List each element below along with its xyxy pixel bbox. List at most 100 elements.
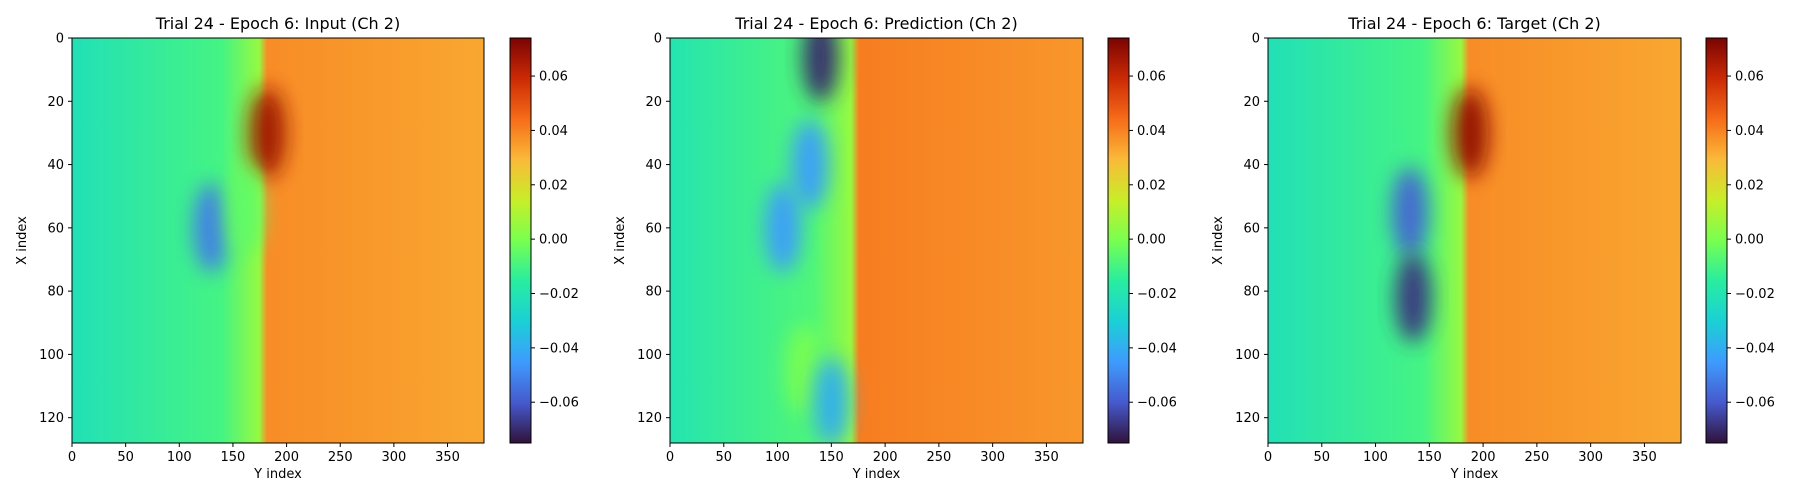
heatmap-feature-2 (249, 87, 286, 178)
colorbar-tick-label: −0.02 (539, 287, 579, 302)
x-tick-label: 250 (926, 450, 951, 465)
heatmap-feature-1 (193, 182, 230, 273)
y-axis-label: X index (15, 216, 30, 265)
y-tick-label: 100 (637, 348, 662, 363)
colorbar-tick-label: −0.06 (1735, 396, 1775, 411)
x-axis-label: Y index (852, 467, 901, 482)
heatmap-feature-4 (786, 325, 823, 416)
y-tick-label: 0 (1252, 32, 1260, 47)
x-tick-label: 200 (1471, 450, 1496, 465)
heatmap-feature-1 (1391, 167, 1428, 258)
y-tick-label: 120 (637, 411, 662, 426)
heatmap-feature-5 (813, 356, 850, 443)
heatmap-1 (72, 38, 484, 443)
heatmap-feature-1 (802, 38, 839, 102)
x-tick-label: 100 (765, 450, 790, 465)
colorbar-tick-label: −0.02 (1137, 287, 1177, 302)
y-tick-label: 60 (1243, 221, 1260, 236)
y-tick-label: 120 (1235, 411, 1260, 426)
colorbar-tick-label: 0.04 (539, 124, 568, 139)
x-tick-label: 250 (328, 450, 353, 465)
colorbar-tick-label: 0.02 (1735, 178, 1764, 193)
colorbar-tick-label: 0.06 (539, 70, 568, 85)
colorbar-tick-label: 0.00 (1735, 233, 1764, 248)
y-tick-label: 100 (1235, 348, 1260, 363)
x-tick-label: 100 (1363, 450, 1388, 465)
y-tick-label: 60 (645, 221, 662, 236)
y-axis-label: X index (613, 216, 628, 265)
y-tick-label: 40 (1243, 158, 1260, 173)
axes-frame (669, 37, 1084, 444)
x-tick-label: 300 (980, 450, 1005, 465)
y-tick-label: 40 (47, 158, 64, 173)
colorbar-tick-label: 0.00 (539, 233, 568, 248)
y-tick-label: 80 (645, 285, 662, 300)
y-tick-label: 20 (47, 95, 64, 110)
x-tick-label: 300 (1578, 450, 1603, 465)
y-tick-label: 40 (645, 158, 662, 173)
x-tick-label: 150 (221, 450, 246, 465)
x-tick-label: 150 (1417, 450, 1442, 465)
y-tick-label: 0 (56, 32, 64, 47)
heatmap-field (670, 38, 1083, 443)
colorbar-tick-label: −0.04 (1735, 341, 1775, 356)
x-tick-label: 0 (666, 450, 674, 465)
colorbar-tick-label: −0.02 (1735, 287, 1775, 302)
colorbar (1705, 37, 1728, 444)
x-tick-label: 0 (1264, 450, 1272, 465)
axes-frame (1267, 37, 1682, 444)
colorbar-tick-label: 0.06 (1735, 70, 1764, 85)
heatmap-feature-3 (225, 167, 262, 258)
x-axis-label: Y index (1450, 467, 1499, 482)
y-tick-label: 80 (1243, 285, 1260, 300)
x-tick-label: 50 (117, 450, 134, 465)
chart-title: Trial 24 - Epoch 6: Target (Ch 2) (1347, 14, 1600, 33)
x-axis-label: Y index (253, 467, 302, 482)
x-tick-label: 200 (274, 450, 299, 465)
colorbar-tick-label: 0.00 (1137, 233, 1166, 248)
colorbar (509, 37, 532, 444)
colorbar-tick-label: −0.06 (1137, 396, 1177, 411)
colorbar-tick-label: 0.02 (1137, 178, 1166, 193)
x-tick-label: 350 (1034, 450, 1059, 465)
x-tick-label: 0 (68, 450, 76, 465)
colorbar-tick-label: −0.04 (1137, 341, 1177, 356)
colorbar (1107, 37, 1130, 444)
colorbar-tick-label: −0.04 (539, 341, 579, 356)
chart-title: Trial 24 - Epoch 6: Input (Ch 2) (155, 14, 400, 33)
x-tick-label: 50 (716, 450, 733, 465)
colorbar-tick-label: 0.02 (539, 178, 568, 193)
y-tick-label: 20 (1243, 95, 1260, 110)
y-axis-label: X index (1211, 216, 1226, 265)
panel-3: 0 50 100 150 200 250 300 350 0 20 40 60 80 100 120 Tria… (1211, 14, 1775, 482)
x-tick-label: 350 (435, 450, 460, 465)
y-tick-label: 20 (645, 95, 662, 110)
colorbar-tick-label: −0.06 (539, 396, 579, 411)
axes-frame (71, 37, 485, 444)
heatmap-2 (670, 38, 1083, 443)
y-tick-label: 80 (47, 285, 64, 300)
heatmap-3 (1268, 38, 1681, 443)
colorbar-tick-label: 0.06 (1137, 70, 1166, 85)
x-tick-label: 50 (1314, 450, 1331, 465)
x-tick-label: 350 (1632, 450, 1657, 465)
x-tick-label: 200 (873, 450, 898, 465)
x-tick-label: 250 (1524, 450, 1549, 465)
chart-title: Trial 24 - Epoch 6: Prediction (Ch 2) (734, 14, 1017, 33)
panel-1: 0 50 100 150 200 250 300 350 0 20 40 60 80 100 120 Tria… (15, 14, 579, 482)
y-tick-label: 100 (39, 348, 64, 363)
y-tick-label: 120 (39, 411, 64, 426)
heatmap-feature-2 (1395, 252, 1432, 343)
x-tick-label: 150 (819, 450, 844, 465)
panel-2: 0 50 100 150 200 250 300 350 0 20 40 60 80 100 120 Tria… (613, 14, 1177, 482)
x-tick-label: 100 (167, 450, 192, 465)
x-tick-label: 300 (381, 450, 406, 465)
heatmap-feature-3 (764, 182, 801, 273)
heatmap-feature-2 (791, 119, 828, 210)
heatmap-feature-3 (1452, 87, 1489, 178)
y-tick-label: 0 (654, 32, 662, 47)
colorbar-tick-label: 0.04 (1137, 124, 1166, 139)
y-tick-label: 60 (47, 221, 64, 236)
colorbar-tick-label: 0.04 (1735, 124, 1764, 139)
